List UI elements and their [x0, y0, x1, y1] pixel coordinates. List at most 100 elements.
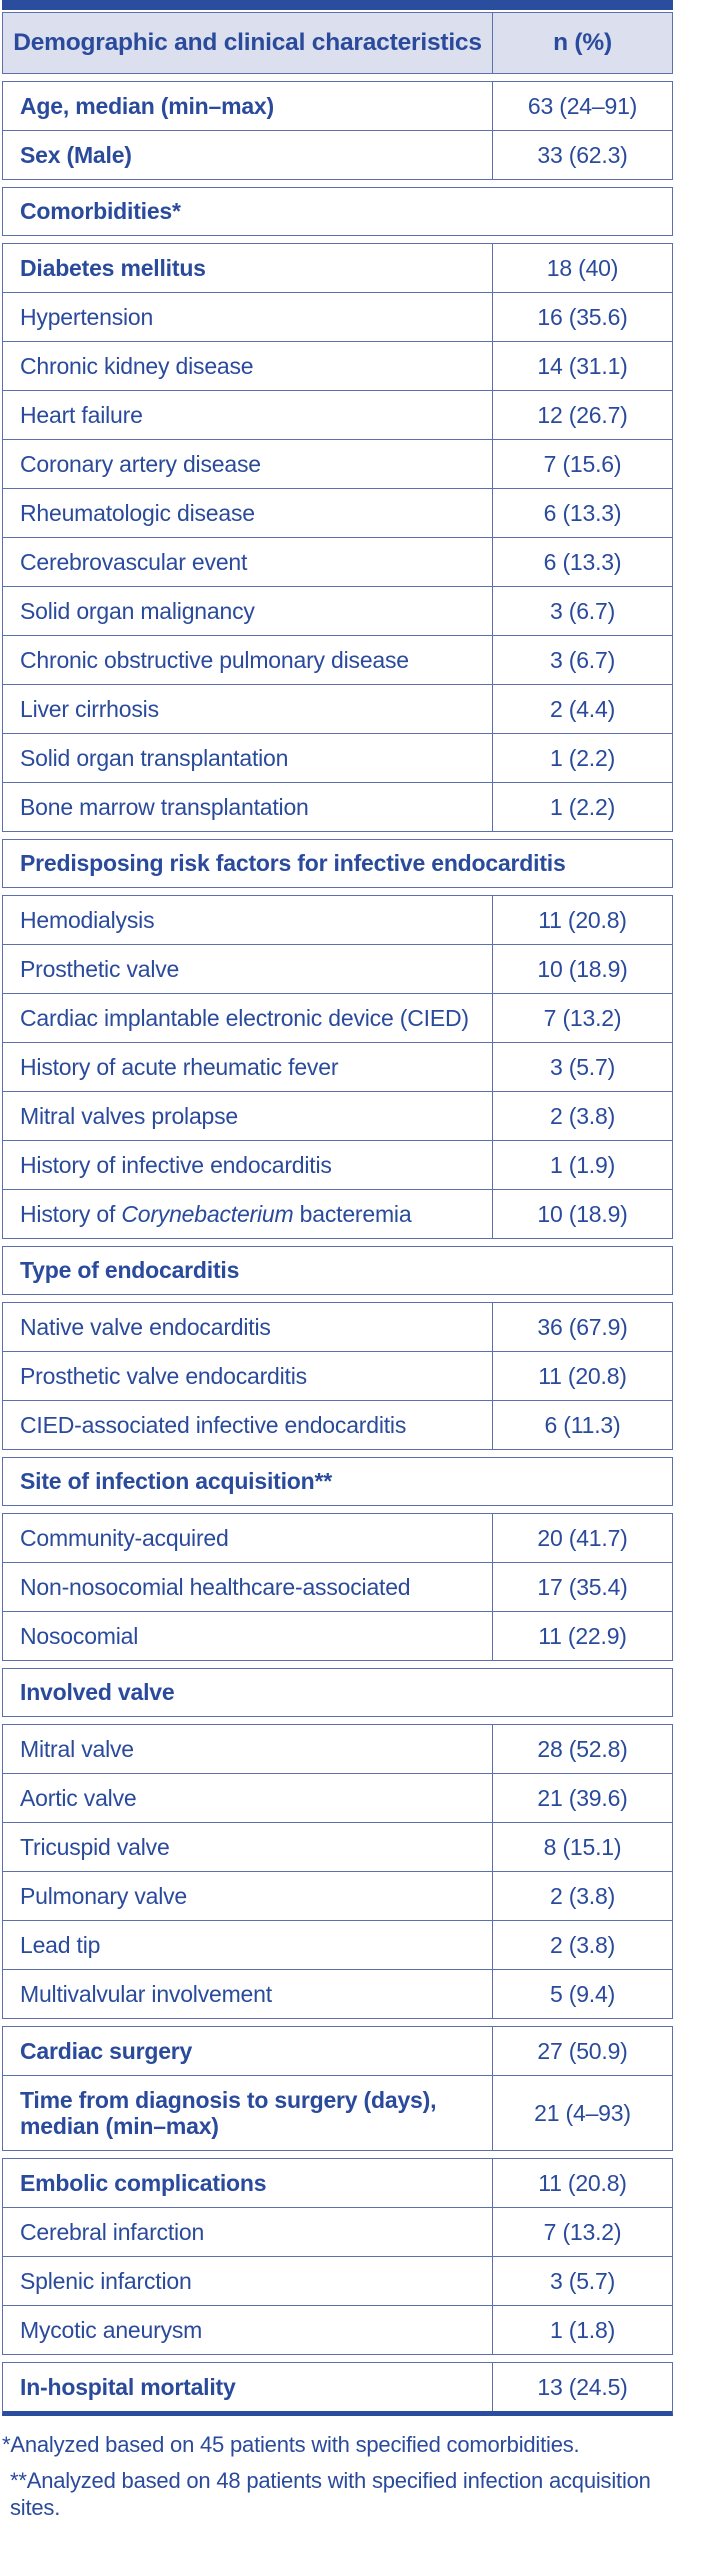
- row-label: Lead tip: [20, 1931, 101, 1958]
- row-value: 21 (4–93): [492, 2076, 672, 2150]
- table-row: Age, median (min–max) 63 (24–91): [3, 82, 672, 130]
- section-block: Comorbidities*: [2, 187, 673, 236]
- rows-block: Diabetes mellitus 18 (40) Hypertension 16 (…: [2, 243, 673, 832]
- table-row: Mycotic aneurysm 1 (1.8): [3, 2305, 672, 2354]
- table-row: Time from diagnosis to surgery (days), m…: [3, 2075, 672, 2150]
- table-row: Hypertension 16 (35.6): [3, 292, 672, 341]
- row-value: 17 (35.4): [492, 1563, 672, 1611]
- table-row: Rheumatologic disease 6 (13.3): [3, 488, 672, 537]
- row-value: 3 (6.7): [492, 587, 672, 635]
- table-row: Embolic complications 11 (20.8): [3, 2159, 672, 2207]
- row-value: 11 (20.8): [492, 1352, 672, 1400]
- section-block: Involved valve: [2, 1668, 673, 1717]
- row-label: Native valve endocarditis: [20, 1313, 271, 1340]
- section-header: Type of endocarditis: [20, 1257, 240, 1283]
- row-label: Cardiac implantable electronic device (C…: [20, 1004, 469, 1031]
- row-label: Splenic infarction: [20, 2267, 192, 2294]
- section-header: Comorbidities*: [20, 198, 181, 224]
- row-label: Community-acquired: [20, 1524, 229, 1551]
- row-label: History of Corynebacterium bacteremia: [20, 1200, 412, 1227]
- row-label: Rheumatologic disease: [20, 499, 255, 526]
- table-row: Cerebral infarction 7 (13.2): [3, 2207, 672, 2256]
- table-row: Chronic kidney disease 14 (31.1): [3, 341, 672, 390]
- row-label: Tricuspid valve: [20, 1833, 170, 1860]
- row-value: 1 (1.8): [492, 2306, 672, 2354]
- table-row: Prosthetic valve endocarditis 11 (20.8): [3, 1351, 672, 1400]
- table-header: Demographic and clinical characteristics…: [2, 12, 673, 74]
- table-row: History of acute rheumatic fever 3 (5.7): [3, 1042, 672, 1091]
- row-value: 7 (15.6): [492, 440, 672, 488]
- row-label: Diabetes mellitus: [20, 254, 206, 281]
- row-value: 14 (31.1): [492, 342, 672, 390]
- row-label: Pulmonary valve: [20, 1882, 188, 1909]
- table-row: Nosocomial 11 (22.9): [3, 1611, 672, 1660]
- row-value: 20 (41.7): [492, 1514, 672, 1562]
- table-row: Liver cirrhosis 2 (4.4): [3, 684, 672, 733]
- table-row: Pulmonary valve 2 (3.8): [3, 1871, 672, 1920]
- row-value: 2 (3.8): [492, 1872, 672, 1920]
- row-value: 11 (22.9): [492, 1612, 672, 1660]
- row-label: Cerebral infarction: [20, 2218, 205, 2245]
- row-label: Liver cirrhosis: [20, 695, 159, 722]
- row-value: 2 (3.8): [492, 1921, 672, 1969]
- section-block: Predisposing risk factors for infective …: [2, 839, 673, 888]
- row-label: Prosthetic valve: [20, 955, 180, 982]
- row-label: CIED-associated infective endocarditis: [20, 1411, 407, 1438]
- table-row: Mitral valve 28 (52.8): [3, 1725, 672, 1773]
- table-row: Diabetes mellitus 18 (40): [3, 244, 672, 292]
- table-row: Heart failure 12 (26.7): [3, 390, 672, 439]
- row-label: Hemodialysis: [20, 906, 155, 933]
- row-label: Time from diagnosis to surgery (days), m…: [20, 2086, 437, 2139]
- footnote-comorbidities: *Analyzed based on 45 patients with spec…: [2, 2432, 580, 2457]
- row-value: 11 (20.8): [492, 2159, 672, 2207]
- table-top-bar: [2, 0, 673, 10]
- row-label: Mycotic aneurysm: [20, 2316, 203, 2343]
- table-row: Native valve endocarditis 36 (67.9): [3, 1303, 672, 1351]
- row-value: 21 (39.6): [492, 1774, 672, 1822]
- row-value: 10 (18.9): [492, 945, 672, 993]
- table-row: Sex (Male) 33 (62.3): [3, 130, 672, 179]
- header-n-percent-label: n (%): [492, 13, 672, 73]
- table-row: Coronary artery disease 7 (15.6): [3, 439, 672, 488]
- table-row: In-hospital mortality 13 (24.5): [3, 2363, 672, 2411]
- row-label: Bone marrow transplantation: [20, 793, 309, 820]
- row-label: Chronic kidney disease: [20, 352, 254, 379]
- row-value: 1 (1.9): [492, 1141, 672, 1189]
- table-row: Lead tip 2 (3.8): [3, 1920, 672, 1969]
- row-label: Multivalvular involvement: [20, 1980, 272, 2007]
- table-row: Non-nosocomial healthcare-associated 17 (…: [3, 1562, 672, 1611]
- section-block: Type of endocarditis: [2, 1246, 673, 1295]
- rows-block: Community-acquired 20 (41.7) Non-nosocomia…: [2, 1513, 673, 1661]
- row-label: History of acute rheumatic fever: [20, 1053, 339, 1080]
- row-label: History of infective endocarditis: [20, 1151, 332, 1178]
- row-label: Cardiac surgery: [20, 2037, 193, 2064]
- row-value: 7 (13.2): [492, 2208, 672, 2256]
- row-value: 7 (13.2): [492, 994, 672, 1042]
- table-body: Age, median (min–max) 63 (24–91) Sex (Male…: [2, 81, 673, 2416]
- row-value: 13 (24.5): [492, 2363, 672, 2411]
- table-row: History of Corynebacterium bacteremia 10 …: [3, 1189, 672, 1238]
- row-value: 1 (2.2): [492, 734, 672, 782]
- section-block: Site of infection acquisition**: [2, 1457, 673, 1506]
- rows-block: In-hospital mortality 13 (24.5): [2, 2362, 673, 2416]
- table-row: Solid organ malignancy 3 (6.7): [3, 586, 672, 635]
- table-row: Prosthetic valve 10 (18.9): [3, 944, 672, 993]
- row-label: Prosthetic valve endocarditis: [20, 1362, 307, 1389]
- header-characteristics-label: Demographic and clinical characteristics: [13, 28, 482, 56]
- table-row: History of infective endocarditis 1 (1.9): [3, 1140, 672, 1189]
- row-value: 3 (6.7): [492, 636, 672, 684]
- row-label: Coronary artery disease: [20, 450, 261, 477]
- rows-block: Hemodialysis 11 (20.8) Prosthetic valve 10 …: [2, 895, 673, 1239]
- row-label: Solid organ transplantation: [20, 744, 289, 771]
- section-header: Involved valve: [20, 1679, 175, 1705]
- table-row: Cardiac implantable electronic device (C…: [3, 993, 672, 1042]
- rows-block: Mitral valve 28 (52.8) Aortic valve 21 (39.…: [2, 1724, 673, 2019]
- header-row: Demographic and clinical characteristics…: [3, 13, 672, 73]
- row-value: 27 (50.9): [492, 2027, 672, 2075]
- row-value: 18 (40): [492, 244, 672, 292]
- row-label: Mitral valves prolapse: [20, 1102, 239, 1129]
- row-label: Mitral valve: [20, 1735, 134, 1762]
- section-header: Site of infection acquisition**: [20, 1468, 332, 1494]
- row-value: 3 (5.7): [492, 1043, 672, 1091]
